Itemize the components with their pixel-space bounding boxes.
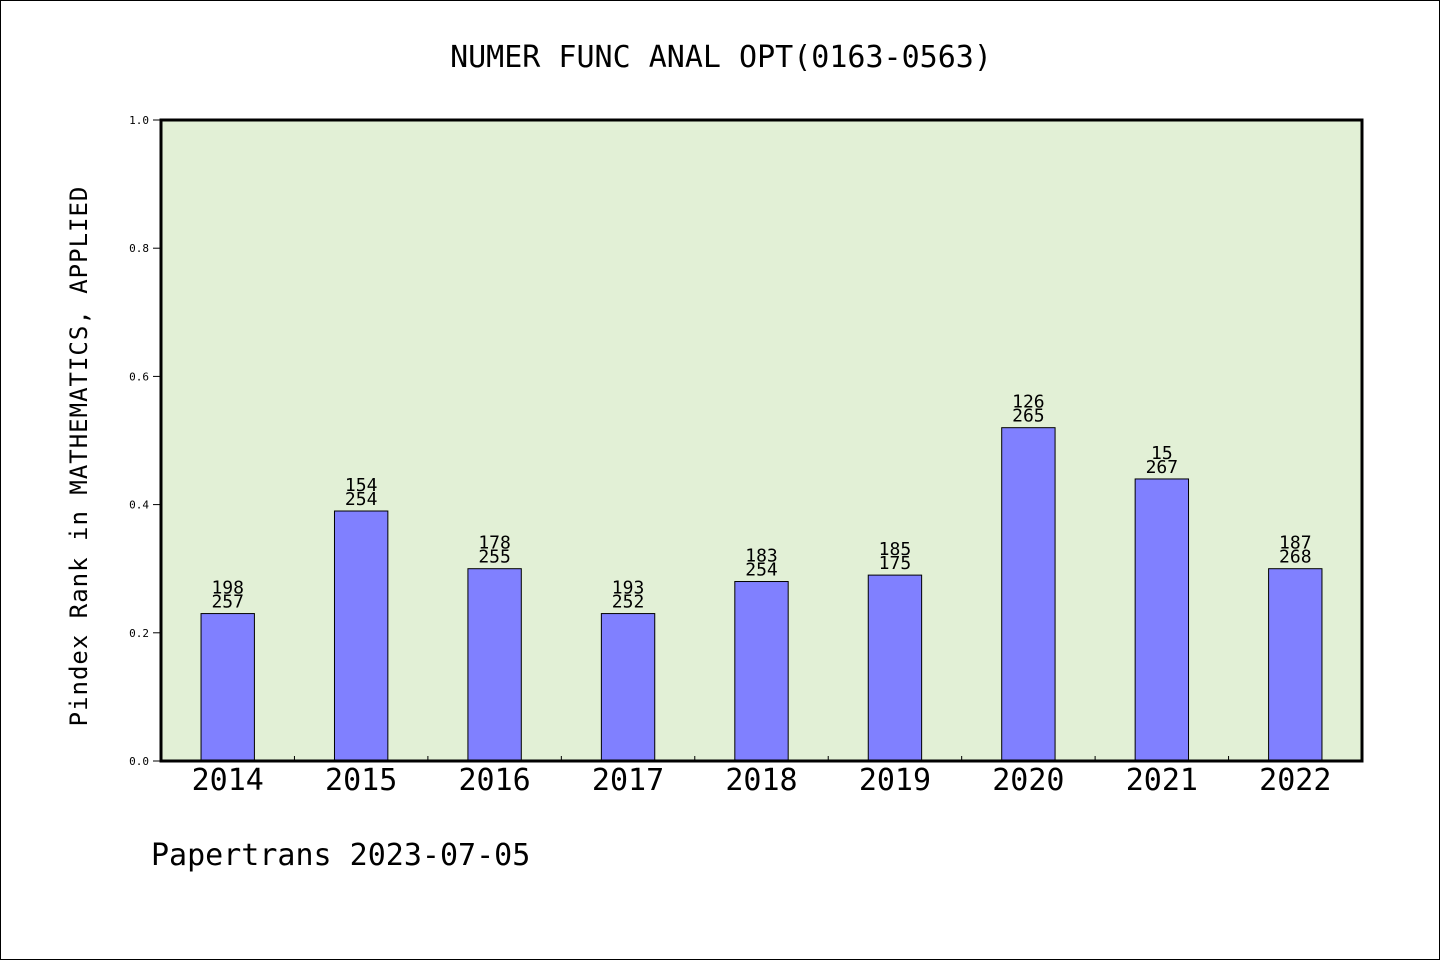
y-tick-label-0.8: 0.8: [129, 242, 149, 255]
x-tick-label-2022: 2022: [1259, 763, 1331, 798]
bar-label-bottom-2016: 255: [478, 547, 511, 568]
plot-border: [159, 118, 1364, 763]
x-tick-label-2016: 2016: [458, 763, 530, 798]
bar-2018: [734, 581, 789, 762]
x-tick-label-2015: 2015: [325, 763, 397, 798]
bar-label-bottom-2021: 267: [1146, 457, 1179, 478]
bar-label-top-2020: 126: [1012, 392, 1045, 413]
bar-label-top-2017: 193: [612, 578, 645, 599]
bar-labels-group: 1982571542541782551932521832541851751262…: [211, 392, 1311, 613]
bar-2014: [200, 613, 255, 762]
bar-label-top-2016: 178: [478, 533, 511, 554]
chart-title: NUMER FUNC ANAL OPT(0163-0563): [450, 40, 992, 75]
y-ticks-group: 0.0 0.2 0.4 0.6 0.8 1.0: [129, 114, 161, 768]
bars-group: [200, 427, 1323, 762]
footer-credit: Papertrans 2023-07-05: [151, 838, 530, 873]
bar-label-top-2019: 185: [879, 539, 912, 560]
x-tick-label-2020: 2020: [992, 763, 1064, 798]
bar-label-top-2015: 154: [345, 475, 378, 496]
y-tick-label-0.4: 0.4: [129, 499, 149, 512]
bar-label-bottom-2019: 175: [879, 553, 912, 574]
bar-2020: [1001, 427, 1056, 762]
bar-label-bottom-2017: 252: [612, 592, 645, 613]
bar-label-bottom-2020: 265: [1012, 406, 1045, 427]
x-tick-label-2017: 2017: [592, 763, 664, 798]
y-tick-label-1.0: 1.0: [129, 114, 149, 127]
bar-2016: [467, 568, 522, 762]
bar-2022: [1268, 568, 1323, 762]
bar-label-top-2014: 198: [211, 578, 244, 599]
bar-label-top-2021: 15: [1151, 443, 1173, 464]
x-tick-label-2021: 2021: [1126, 763, 1198, 798]
bar-label-top-2018: 183: [745, 546, 778, 567]
bar-2021: [1134, 478, 1190, 762]
bar-label-bottom-2015: 254: [345, 489, 378, 510]
x-ticks-group: 2014 2015 2016 2017 2018 2019 2020 2021 2022: [192, 756, 1331, 798]
bar-label-bottom-2018: 254: [745, 560, 778, 581]
x-tick-label-2014: 2014: [192, 763, 264, 798]
x-tick-label-2019: 2019: [859, 763, 931, 798]
bar-2017: [600, 613, 656, 762]
y-tick-label-0.2: 0.2: [129, 627, 149, 640]
y-axis-label: Pindex Rank in MATHEMATICS, APPLIED: [65, 186, 93, 727]
bar-label-bottom-2022: 268: [1279, 547, 1312, 568]
bar-2015: [333, 510, 389, 762]
bar-label-top-2022: 187: [1279, 533, 1312, 554]
y-tick-label-0.0: 0.0: [129, 755, 149, 768]
y-tick-label-0.6: 0.6: [129, 370, 149, 383]
x-tick-label-2018: 2018: [725, 763, 797, 798]
bar-label-bottom-2014: 257: [211, 592, 244, 613]
bar-2019: [867, 574, 923, 762]
